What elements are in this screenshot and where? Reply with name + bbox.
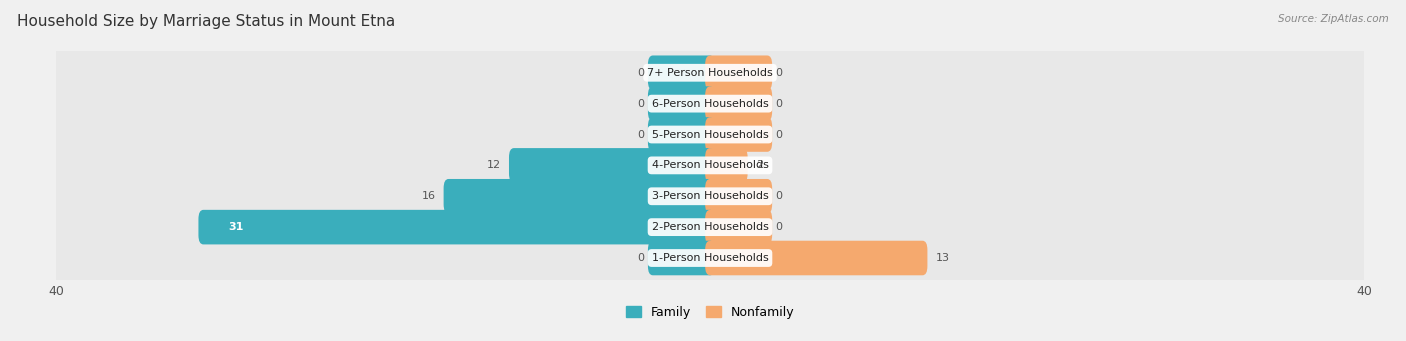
FancyBboxPatch shape	[52, 172, 1368, 220]
Text: 0: 0	[638, 253, 644, 263]
FancyBboxPatch shape	[706, 117, 772, 152]
Text: 0: 0	[776, 99, 782, 109]
FancyBboxPatch shape	[706, 148, 748, 183]
Text: 7+ Person Households: 7+ Person Households	[647, 68, 773, 78]
Text: 0: 0	[638, 130, 644, 139]
FancyBboxPatch shape	[648, 56, 714, 90]
Text: 31: 31	[228, 222, 243, 232]
FancyBboxPatch shape	[706, 56, 772, 90]
Text: 0: 0	[776, 68, 782, 78]
FancyBboxPatch shape	[52, 79, 1368, 128]
FancyBboxPatch shape	[52, 234, 1368, 282]
Text: 16: 16	[422, 191, 436, 201]
Text: 2-Person Households: 2-Person Households	[651, 222, 769, 232]
Text: Household Size by Marriage Status in Mount Etna: Household Size by Marriage Status in Mou…	[17, 14, 395, 29]
Text: 4-Person Households: 4-Person Households	[651, 160, 769, 170]
Text: 2: 2	[756, 160, 763, 170]
Text: 13: 13	[935, 253, 949, 263]
Legend: Family, Nonfamily: Family, Nonfamily	[620, 301, 800, 324]
FancyBboxPatch shape	[706, 86, 772, 121]
FancyBboxPatch shape	[52, 203, 1368, 251]
FancyBboxPatch shape	[444, 179, 714, 213]
FancyBboxPatch shape	[706, 210, 772, 244]
FancyBboxPatch shape	[648, 241, 714, 275]
FancyBboxPatch shape	[509, 148, 714, 183]
Text: 0: 0	[776, 191, 782, 201]
Text: 5-Person Households: 5-Person Households	[651, 130, 769, 139]
Text: 1-Person Households: 1-Person Households	[651, 253, 769, 263]
Text: 6-Person Households: 6-Person Households	[651, 99, 769, 109]
FancyBboxPatch shape	[52, 49, 1368, 97]
FancyBboxPatch shape	[52, 110, 1368, 159]
FancyBboxPatch shape	[706, 241, 928, 275]
FancyBboxPatch shape	[648, 117, 714, 152]
FancyBboxPatch shape	[198, 210, 714, 244]
Text: 0: 0	[776, 222, 782, 232]
Text: 0: 0	[638, 99, 644, 109]
Text: Source: ZipAtlas.com: Source: ZipAtlas.com	[1278, 14, 1389, 24]
Text: 0: 0	[638, 68, 644, 78]
FancyBboxPatch shape	[648, 86, 714, 121]
Text: 0: 0	[776, 130, 782, 139]
Text: 12: 12	[486, 160, 501, 170]
Text: 3-Person Households: 3-Person Households	[651, 191, 769, 201]
FancyBboxPatch shape	[52, 141, 1368, 190]
FancyBboxPatch shape	[706, 179, 772, 213]
